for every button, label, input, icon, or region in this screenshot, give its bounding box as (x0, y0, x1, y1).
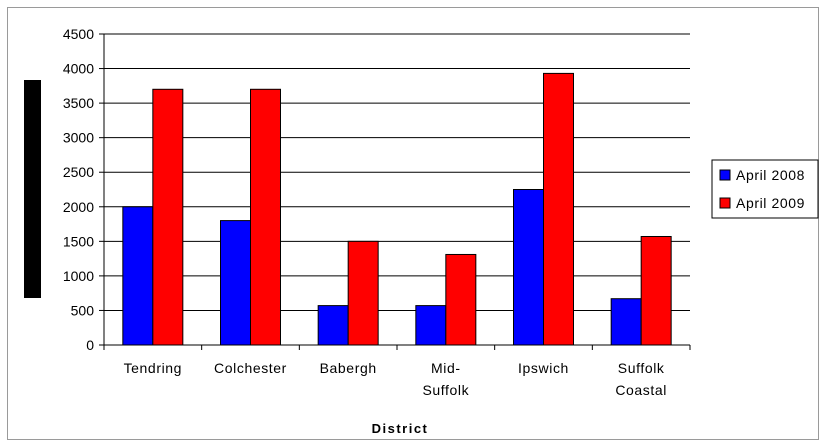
bar-april-2009 (347, 240, 379, 346)
bar-april-2008 (220, 220, 251, 346)
x-tick-label: Babergh (320, 360, 377, 376)
legend: April 2008 April 2009 (711, 159, 819, 219)
y-tick-label: 2500 (63, 164, 94, 180)
legend-label: April 2009 (736, 195, 805, 211)
gridlines (99, 33, 690, 346)
bar-april-2009 (250, 88, 281, 346)
bar-april-2009 (543, 72, 574, 346)
ylabel-bar (24, 80, 41, 298)
legend-swatch (719, 169, 731, 181)
y-tick-label: 1000 (63, 268, 94, 284)
x-tick-label: Colchester (214, 360, 287, 376)
bar-april-2009 (152, 88, 184, 346)
bars (122, 72, 672, 346)
y-tick-label: 4000 (63, 61, 94, 77)
axes (103, 34, 691, 350)
y-tick-label: 3000 (63, 130, 94, 146)
bar-april-2009 (640, 235, 672, 346)
y-tick-label: 4500 (63, 26, 94, 42)
x-tick-label: Ipswich (518, 360, 569, 376)
y-tick-label: 2000 (63, 199, 94, 215)
bar-april-2008 (122, 206, 154, 346)
bar-april-2008 (610, 298, 642, 346)
x-tick-label: Mid-Suffolk (422, 360, 469, 398)
bar-april-2008 (513, 189, 544, 346)
x-tick-label: Suffolk Coastal (615, 360, 667, 398)
y-tick-label: 500 (71, 302, 95, 318)
x-axis-label: District (372, 421, 429, 436)
legend-label: April 2008 (736, 167, 805, 183)
bar-april-2009 (445, 253, 477, 346)
x-tick-label: Tendring (124, 360, 183, 376)
x-tick-labels: Tendring Colchester Babergh Mid-Suffolk Ipsw… (124, 360, 667, 398)
y-tick-label: 3500 (63, 95, 94, 111)
bar-april-2008 (317, 305, 349, 346)
bar-april-2008 (415, 305, 447, 346)
y-tick-label: 0 (86, 337, 94, 353)
y-tick-labels: 0 500 1000 1500 2000 2500 3000 3500 4000 4500 (63, 26, 94, 353)
y-tick-label: 1500 (63, 233, 94, 249)
legend-swatch (719, 197, 731, 209)
